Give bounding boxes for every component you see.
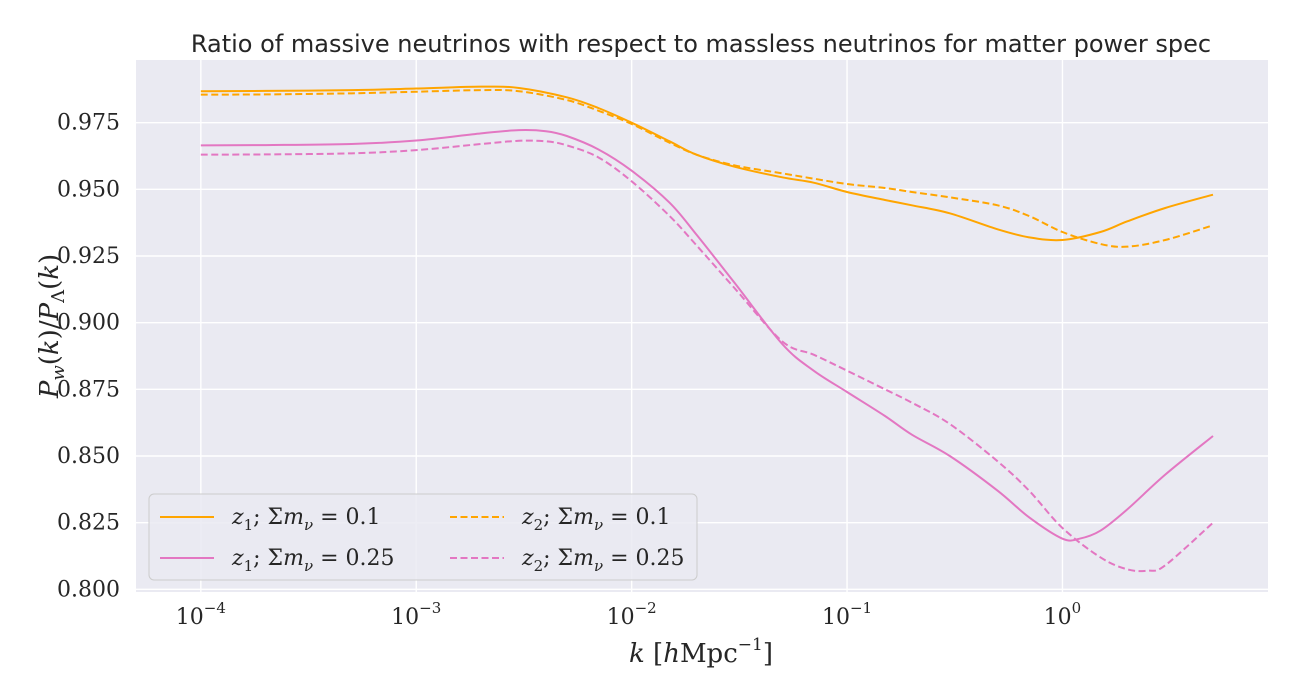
legend-box bbox=[148, 493, 698, 581]
legend-item: z2; Σmν = 0.1 bbox=[450, 505, 671, 534]
y-tick-label: 0.950 bbox=[57, 177, 120, 202]
y-tick-label: 0.875 bbox=[57, 377, 120, 402]
y-tick-label: 0.850 bbox=[57, 444, 120, 469]
legend-item: z1; Σmν = 0.1 bbox=[160, 505, 381, 534]
y-axis-label: Pw(k)/PΛ(k) bbox=[35, 254, 69, 399]
legend-label: z1; Σmν = 0.1 bbox=[231, 505, 381, 534]
series-line-4 bbox=[200, 139, 1214, 573]
x-axis-label: k [hMpc−1] bbox=[629, 635, 773, 669]
legend-label: z2; Σmν = 0.25 bbox=[521, 546, 685, 575]
x-tick-label: 10−1 bbox=[822, 599, 872, 630]
legend-label: z1; Σmν = 0.25 bbox=[231, 546, 395, 575]
legend-item: z2; Σmν = 0.25 bbox=[450, 546, 685, 575]
axis-ticks: 10−4 10−3 10−2 10−1 100 0.800 0.825 0.850 0.875 0… bbox=[57, 111, 1081, 630]
grid bbox=[136, 60, 1268, 592]
series-line-1 bbox=[200, 85, 1214, 242]
y-tick-label: 0.975 bbox=[57, 111, 120, 136]
x-tick-label: 10−3 bbox=[391, 599, 441, 630]
y-tick-label: 0.800 bbox=[57, 577, 120, 602]
legend-label: z2; Σmν = 0.1 bbox=[521, 505, 671, 534]
legend: z1; Σmν = 0.1 z1; Σmν = 0.25 z2; Σmν = 0.1… bbox=[148, 493, 698, 581]
series-line-3 bbox=[200, 88, 1214, 248]
legend-item: z1; Σmν = 0.25 bbox=[160, 546, 395, 575]
y-tick-label: 0.900 bbox=[57, 311, 120, 336]
series-line-2 bbox=[200, 129, 1214, 542]
x-tick-label: 100 bbox=[1044, 599, 1082, 630]
x-tick-label: 10−4 bbox=[176, 599, 226, 630]
y-tick-label: 0.925 bbox=[57, 244, 120, 269]
chart-title: Ratio of massive neutrinos with respect … bbox=[191, 30, 1211, 58]
y-tick-label: 0.825 bbox=[57, 511, 120, 536]
series-layer bbox=[200, 85, 1214, 573]
x-tick-label: 10−2 bbox=[607, 599, 657, 630]
